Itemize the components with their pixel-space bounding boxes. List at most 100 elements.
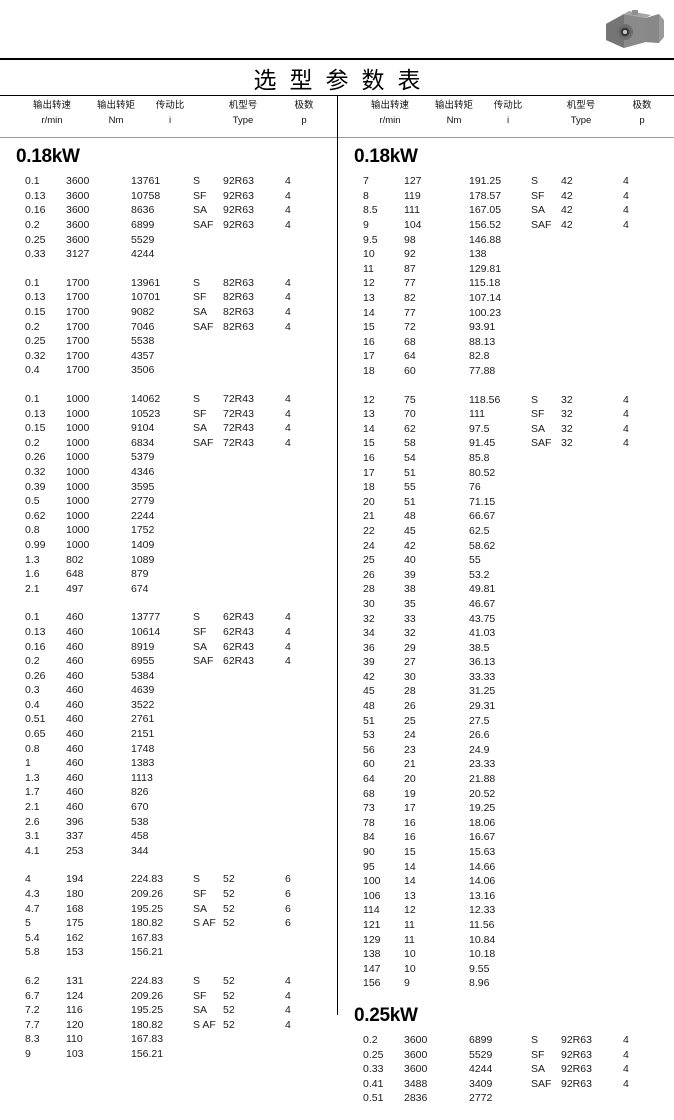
cell-output-torque: 35 (404, 597, 416, 610)
cell-ratio: 209.26 (131, 888, 164, 901)
cell-output-speed: 7.7 (25, 1018, 40, 1031)
cell-type-model: 52 (223, 1004, 235, 1017)
cell-output-speed: 0.2 (25, 219, 40, 232)
cell-type-prefix: SAF (531, 437, 552, 450)
cell-output-torque: 26 (404, 700, 416, 713)
cell-ratio: 5529 (469, 1048, 493, 1061)
cell-output-torque: 124 (66, 989, 84, 1002)
cell-output-speed: 64 (363, 773, 375, 786)
table-row: 0.39 1000 3595 (0, 479, 337, 494)
cell-output-torque: 32 (404, 627, 416, 640)
table-row: 0.25 3600 5529 (0, 232, 337, 247)
cell-poles: 4 (623, 408, 629, 421)
cell-output-speed: 95 (363, 860, 375, 873)
cell-type-prefix: S (531, 1033, 539, 1046)
table-row: 0.5 1000 2779 (0, 494, 337, 509)
cell-output-torque: 1700 (66, 306, 90, 319)
cell-output-speed: 8.5 (363, 204, 378, 217)
cell-ratio: 156.52 (469, 219, 502, 232)
cell-output-torque: 110 (66, 1033, 83, 1046)
table-row: 64 20 21.88 (338, 772, 674, 787)
cell-output-torque: 3600 (66, 233, 90, 246)
cell-ratio: 156.21 (131, 946, 164, 959)
cell-type-model: 92R63 (561, 1063, 592, 1076)
cell-output-speed: 9 (363, 219, 369, 232)
cell-output-torque: 40 (404, 554, 416, 567)
cell-type-model: 92R63 (561, 1033, 592, 1046)
header-half-left: 输出转速 r/min 输出转矩 Nm 传动比 i 机型号 Type 极数 p (0, 96, 337, 137)
cell-poles: 4 (285, 291, 291, 304)
cell-ratio: 13777 (131, 611, 161, 624)
cell-type-prefix: S (193, 393, 201, 406)
cell-type-prefix: SA (193, 640, 208, 653)
table-row: 0.99 1000 1409 (0, 538, 337, 553)
cell-output-speed: 73 (363, 802, 375, 815)
cell-output-torque: 27 (404, 656, 416, 669)
cell-output-torque: 98 (404, 233, 416, 246)
cell-output-torque: 10 (404, 948, 416, 961)
cell-poles: 4 (285, 974, 291, 987)
cell-output-speed: 14 (363, 306, 375, 319)
cell-output-speed: 36 (363, 641, 375, 654)
header-col-speed: 输出转速 r/min (32, 100, 71, 126)
cell-output-torque: 1000 (66, 451, 90, 464)
cell-output-torque: 45 (404, 524, 416, 537)
cell-output-torque: 194 (66, 873, 84, 886)
cell-type-prefix: SAF (193, 655, 214, 668)
header-col-speed-2: 输出转速 r/min (370, 100, 409, 126)
cell-type-prefix: SF (193, 291, 207, 304)
table-row: 5.8 153 156.21 (0, 945, 337, 960)
cell-output-torque: 29 (404, 641, 416, 654)
cell-output-torque: 460 (66, 625, 84, 638)
cell-ratio: 20.52 (469, 787, 496, 800)
cell-ratio: 8.96 (469, 977, 490, 990)
cell-output-torque: 460 (66, 757, 84, 770)
page-title: 选型参数表 (253, 67, 434, 94)
power-heading-right: 0.18kW (354, 146, 418, 167)
cell-poles: 4 (285, 204, 291, 217)
table-row: 156 9 8.96 (338, 976, 674, 991)
cell-type-prefix: SF (193, 989, 207, 1002)
table-row: 18 55 76 (338, 480, 674, 495)
cell-output-speed: 15 (363, 321, 375, 334)
cell-output-speed: 1.7 (25, 786, 40, 799)
table-row: 0.32 1000 4346 (0, 465, 337, 480)
cell-output-torque: 1000 (66, 509, 90, 522)
cell-output-speed: 51 (363, 714, 375, 727)
cell-ratio: 195.25 (131, 1004, 164, 1017)
cell-type-model: 62R43 (223, 640, 254, 653)
cell-output-speed: 34 (363, 627, 375, 640)
cell-output-torque: 1000 (66, 538, 90, 551)
cell-ratio: 5379 (131, 451, 155, 464)
cell-output-torque: 1700 (66, 364, 90, 377)
cell-output-torque: 116 (66, 1004, 83, 1017)
table-row: 147 10 9.55 (338, 961, 674, 976)
table-row: 0.41 3488 3409 SAF 92R63 4 (338, 1076, 674, 1091)
cell-output-speed: 56 (363, 743, 375, 756)
cell-output-speed: 100 (363, 875, 381, 888)
cell-ratio: 6955 (131, 655, 155, 668)
cell-output-speed: 12 (363, 393, 375, 406)
table-row: 51 25 27.5 (338, 713, 674, 728)
cell-type-model: 82R63 (223, 306, 254, 319)
cell-output-speed: 45 (363, 685, 375, 698)
table-row: 8 119 178.57 SF 42 4 (338, 189, 674, 204)
cell-output-torque: 460 (66, 713, 84, 726)
cell-output-torque: 1000 (66, 495, 90, 508)
cell-output-torque: 60 (404, 365, 416, 378)
cell-output-speed: 0.25 (25, 335, 46, 348)
cell-output-speed: 0.4 (25, 364, 40, 377)
table-row: 12 75 118.56 S 32 4 (338, 392, 674, 407)
cell-type-model: 52 (223, 989, 235, 1002)
cell-ratio: 93.91 (469, 321, 496, 334)
cell-output-speed: 114 (363, 904, 380, 917)
cell-output-speed: 5.4 (25, 931, 40, 944)
spec-groups-right-025: 0.2 3600 6899 S 92R63 4 0.25 3600 5529 SF 92R63 4 0.… (338, 1033, 674, 1106)
table-row: 1.6 648 879 (0, 567, 337, 582)
cell-ratio: 10701 (131, 291, 161, 304)
table-row: 9 103 156.21 (0, 1047, 337, 1062)
table-row: 24 42 58.62 (338, 538, 674, 553)
cell-poles: 4 (623, 219, 629, 232)
spec-group: 0.1 460 13777 S 62R43 4 0.13 460 10614 SF 62R43 4 0.… (0, 610, 337, 858)
cell-output-torque: 180 (66, 888, 84, 901)
